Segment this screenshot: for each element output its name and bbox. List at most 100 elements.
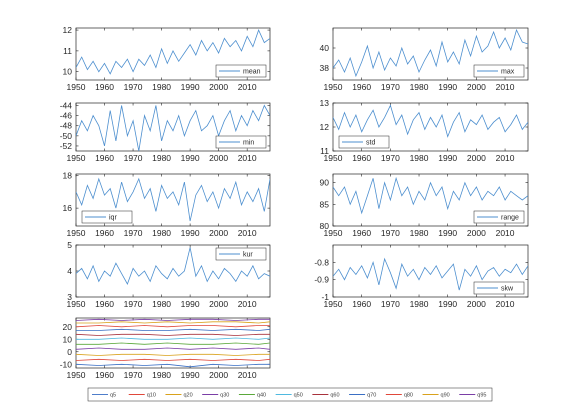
series-line [76, 29, 270, 75]
x-tick-label: 1950 [67, 228, 86, 238]
x-tick-label: 2000 [209, 153, 228, 163]
x-tick-label: 1970 [381, 153, 400, 163]
x-tick-label: 1990 [181, 153, 200, 163]
x-tick-label: 1970 [124, 153, 143, 163]
series-line [76, 363, 270, 368]
x-tick-label: 2000 [209, 228, 228, 238]
x-tick-label: 1990 [181, 299, 200, 309]
series-line [76, 337, 270, 340]
x-tick-label: 1980 [410, 299, 429, 309]
y-tick-label: -0.9 [314, 275, 329, 285]
x-tick-label: 1950 [67, 299, 86, 309]
x-tick-label: 1980 [410, 82, 429, 92]
legend-box [215, 247, 267, 261]
y-tick-label: -10 [60, 359, 73, 369]
x-tick-label: 2010 [496, 299, 515, 309]
legend-label: range [501, 215, 519, 222]
x-tick-label: 1980 [152, 370, 171, 380]
x-tick-label: 1990 [181, 228, 200, 238]
x-tick-label: 1970 [124, 82, 143, 92]
y-tick-label: 12 [320, 122, 330, 132]
chart-panel: 1950 1960 1970 1980 1990 2000 2010 -0.8 -0.9 -1 sk… [314, 244, 529, 309]
x-tick-label: 1950 [324, 82, 343, 92]
legend-label: q90 [441, 393, 450, 399]
series-line [76, 318, 270, 321]
y-tick-label: 10 [63, 334, 73, 344]
x-tick-label: 1950 [324, 153, 343, 163]
x-tick-label: 1960 [352, 228, 371, 238]
y-tick-label: 20 [63, 322, 73, 332]
y-tick-label: 4 [67, 266, 72, 276]
x-tick-label: 2010 [238, 82, 257, 92]
legend-label: q10 [147, 393, 156, 399]
legend-label: max [501, 69, 515, 76]
y-tick-label: -44 [60, 101, 73, 111]
x-tick-label: 2000 [209, 82, 228, 92]
y-tick-label: -46 [60, 111, 73, 121]
x-tick-label: 1950 [324, 228, 343, 238]
x-tick-label: 2000 [467, 299, 486, 309]
series-line [76, 321, 270, 324]
y-tick-label: 5 [67, 240, 72, 250]
y-tick-label: -1 [321, 292, 329, 302]
series-line [76, 104, 270, 151]
series-line [76, 247, 270, 285]
legend-box [473, 281, 525, 295]
x-tick-label: 1990 [181, 82, 200, 92]
chart-panel: 1950 1960 1970 1980 1990 2000 2010 80 85 90 range [320, 173, 529, 238]
chart-panel: 1950 1960 1970 1980 1990 2000 2010 3 4 5 kur [67, 240, 271, 309]
x-tick-label: 1960 [95, 299, 114, 309]
x-tick-label: 1950 [67, 370, 86, 380]
y-tick-label: 80 [320, 221, 330, 231]
x-tick-label: 1960 [95, 228, 114, 238]
x-tick-label: 1970 [381, 299, 400, 309]
x-tick-label: 2000 [467, 228, 486, 238]
y-tick-label: 0 [67, 347, 72, 357]
y-tick-label: 12 [63, 25, 73, 35]
x-tick-label: 1990 [181, 370, 200, 380]
x-tick-label: 1960 [95, 153, 114, 163]
legend-box [215, 64, 267, 78]
x-tick-label: 1990 [438, 153, 457, 163]
legend-label: iqr [109, 215, 117, 222]
legend-label: q70 [367, 393, 376, 399]
x-tick-label: 1980 [152, 228, 171, 238]
legend-box [473, 64, 525, 78]
legend-label: kur [243, 252, 253, 259]
series-line [76, 358, 270, 361]
x-tick-label: 2000 [467, 153, 486, 163]
y-tick-label: 38 [320, 63, 330, 73]
legend-label: mean [243, 69, 261, 76]
legend-label: q20 [183, 393, 192, 399]
x-tick-label: 1980 [410, 228, 429, 238]
x-tick-label: 1980 [152, 299, 171, 309]
x-tick-label: 2010 [238, 299, 257, 309]
legend-label: q30 [220, 393, 229, 399]
y-tick-label: 10 [63, 67, 73, 77]
x-tick-label: 2010 [496, 82, 515, 92]
series-line [76, 325, 270, 328]
y-tick-label: 18 [63, 171, 73, 181]
legend-label: q40 [257, 393, 266, 399]
y-tick-label: -48 [60, 121, 73, 131]
series-line [76, 353, 270, 356]
y-tick-label: 13 [320, 98, 330, 108]
series-line [76, 333, 270, 336]
y-tick-label: -50 [60, 131, 73, 141]
x-tick-label: 2000 [209, 299, 228, 309]
series-line [333, 104, 528, 138]
x-tick-label: 1960 [352, 153, 371, 163]
legend-box [81, 210, 133, 224]
x-tick-label: 1980 [152, 153, 171, 163]
legend-label: q95 [477, 393, 486, 399]
y-tick-label: -52 [60, 141, 73, 151]
x-tick-label: 1980 [152, 82, 171, 92]
x-tick-label: 1970 [124, 228, 143, 238]
series-line [333, 176, 528, 215]
x-tick-label: 1950 [67, 82, 86, 92]
y-tick-label: 90 [320, 178, 330, 188]
